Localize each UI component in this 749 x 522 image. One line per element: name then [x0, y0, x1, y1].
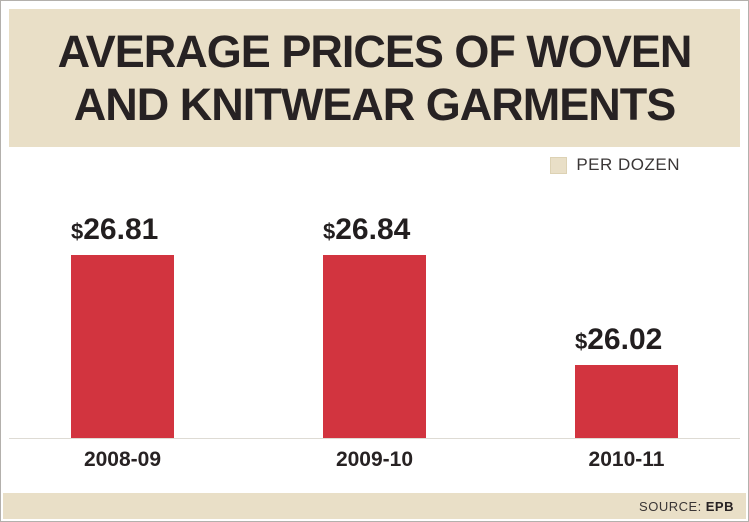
- bar-column: $26.02: [575, 213, 678, 438]
- currency-symbol: $: [71, 219, 84, 244]
- currency-symbol: $: [575, 329, 588, 354]
- category-label: 2008-09: [83, 448, 162, 471]
- currency-symbol: $: [323, 219, 336, 244]
- legend: PER DOZEN: [550, 155, 680, 175]
- axis-baseline: [9, 438, 740, 439]
- category-labels: 2008-09 2009-10 2010-11: [1, 448, 748, 472]
- legend-label: PER DOZEN: [576, 155, 680, 174]
- value-text: 26.84: [335, 213, 411, 246]
- bar: [323, 255, 426, 438]
- bar: [575, 365, 678, 438]
- category-label: 2009-10: [335, 448, 414, 471]
- chart-title-line-2: AND KNITWEAR GARMENTS: [73, 79, 676, 130]
- chart-title-line-1: AVERAGE PRICES OF WOVEN: [57, 25, 693, 77]
- legend-swatch-icon: [550, 156, 568, 174]
- bar: [71, 255, 174, 438]
- value-label: $26.84: [323, 213, 410, 247]
- source-prefix: SOURCE:: [639, 498, 702, 514]
- bar-column: $26.84: [323, 213, 426, 438]
- value-label: $26.81: [71, 213, 158, 247]
- source-bar: SOURCE: EPB: [3, 493, 746, 519]
- value-text: 26.02: [587, 323, 663, 356]
- bars: $26.81 $26.84 $26.02: [1, 213, 748, 438]
- value-text: 26.81: [83, 213, 159, 246]
- value-label: $26.02: [575, 323, 662, 357]
- chart-header: AVERAGE PRICES OF WOVEN AND KNITWEAR GAR…: [9, 9, 740, 147]
- category-label: 2010-11: [588, 448, 665, 471]
- source-name: EPB: [705, 498, 734, 514]
- bar-column: $26.81: [71, 213, 174, 438]
